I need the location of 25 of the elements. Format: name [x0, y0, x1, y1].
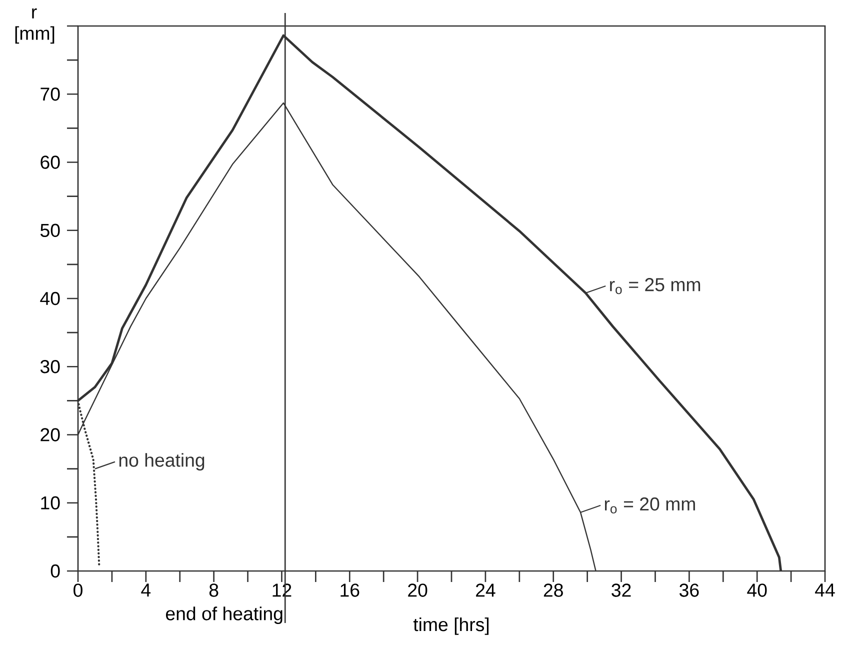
- x-tick-label: 40: [747, 584, 767, 597]
- y-tick-label: 30: [40, 360, 60, 374]
- x-axis-title: time [hrs]: [413, 617, 489, 635]
- annotation: no heating: [119, 453, 204, 471]
- x-tick-label: 28: [544, 584, 563, 597]
- y-axis-title: r [mm]: [15, 8, 54, 44]
- x-tick-label: 24: [476, 584, 496, 597]
- y-tick-label: 10: [41, 496, 60, 510]
- x-tick-label: 4: [141, 584, 151, 596]
- y-tick-label: 70: [40, 88, 60, 101]
- x-tick-label: 32: [612, 584, 631, 597]
- x-tick-label: 44: [815, 584, 835, 596]
- y-tick-label: 20: [40, 428, 60, 442]
- ref-line-label: end of heating: [166, 606, 282, 624]
- y-tick-label: 60: [40, 156, 60, 169]
- y-tick-label: 40: [40, 292, 60, 306]
- x-tick-label: 8: [209, 584, 218, 597]
- x-tick-label: 16: [340, 584, 360, 597]
- annotation: r$_{o}$ = 20 mm: [604, 497, 695, 514]
- annotation: r$_{o}$ = 25 mm: [610, 278, 700, 294]
- x-tick-label: 20: [408, 584, 428, 597]
- y-tick-label: 50: [40, 224, 60, 237]
- x-tick-label: 0: [74, 584, 82, 597]
- y-tick-label: 0: [50, 564, 60, 578]
- x-tick-label: 36: [680, 584, 699, 597]
